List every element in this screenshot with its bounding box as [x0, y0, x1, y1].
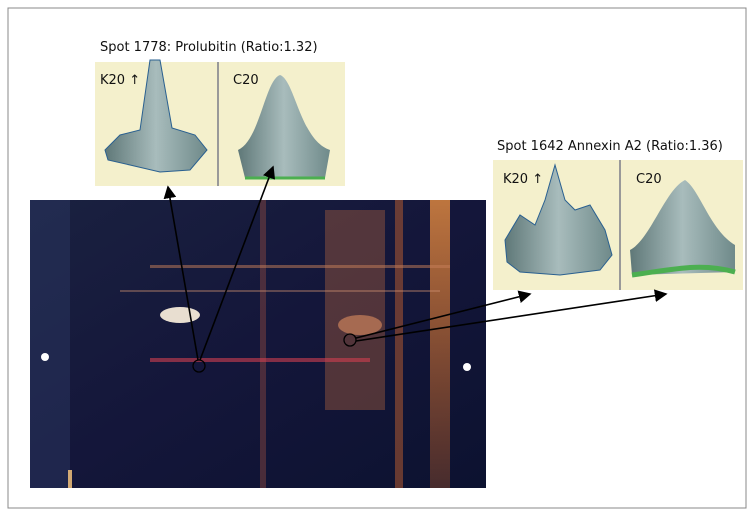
panel-label: K20 ↑ [100, 73, 140, 88]
gel-image [30, 200, 486, 488]
panel-label: C20 [233, 73, 259, 88]
figure: Spot 1778: Prolubitin (Ratio:1.32) K20 ↑… [0, 0, 755, 516]
spot-title: Spot 1642 Annexin A2 (Ratio:1.36) [497, 139, 723, 154]
panel-label: C20 [636, 172, 662, 187]
panel-label: K20 ↑ [503, 172, 543, 187]
spot-title: Spot 1778: Prolubitin (Ratio:1.32) [100, 40, 318, 55]
